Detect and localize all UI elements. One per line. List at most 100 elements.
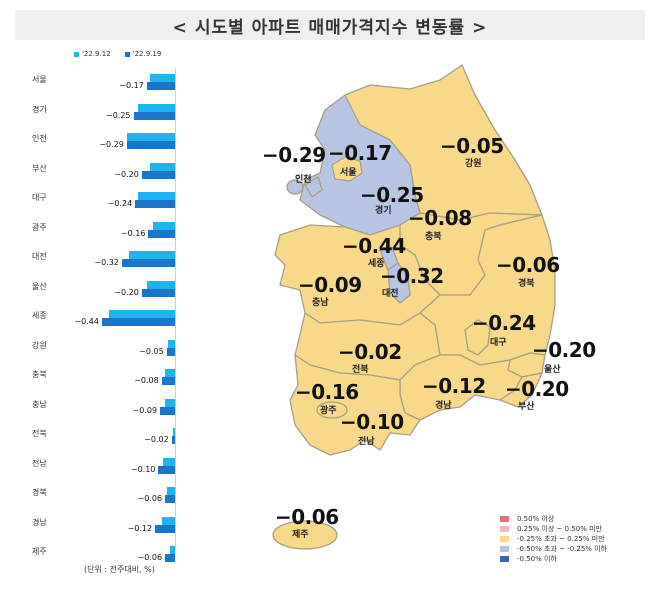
bar-prev-week bbox=[166, 487, 175, 495]
bar-row: 대전 −0.32 bbox=[0, 247, 190, 275]
bar-row: 충북 −0.08 bbox=[0, 365, 190, 393]
bar-prev-week bbox=[150, 162, 175, 171]
bar-prev-week bbox=[173, 428, 175, 436]
bar-value-label: −0.09 bbox=[132, 405, 158, 415]
map-value-jeonnam: −0.10 bbox=[340, 410, 404, 434]
region-daejeon bbox=[387, 262, 411, 304]
bar-row: 경남 −0.12 bbox=[0, 513, 190, 541]
legend-item-curr: '22.9.19 bbox=[124, 50, 161, 58]
map-name-jeju: 제주 bbox=[292, 530, 309, 540]
bar-prev-week bbox=[153, 221, 175, 230]
legend-swatch-prev bbox=[74, 51, 79, 57]
bar-region-label: 전남 bbox=[32, 458, 47, 468]
map-name-gwangju: 광주 bbox=[320, 406, 337, 416]
bar-region-label: 인천 bbox=[32, 134, 47, 143]
bar-value-label: −0.29 bbox=[99, 140, 124, 149]
map-value-chungnam: −0.09 bbox=[298, 273, 362, 297]
map-value-incheon: −0.29 bbox=[262, 143, 326, 167]
bar-prev-week bbox=[150, 74, 175, 82]
bar-row: 울산 −0.20 bbox=[0, 277, 190, 305]
bar-region-label: 대구 bbox=[32, 193, 47, 202]
bar-row: 세종 −0.44 bbox=[0, 306, 190, 334]
map-legend-swatch bbox=[500, 536, 509, 542]
map-name-ulsan: 울산 bbox=[544, 365, 561, 375]
bar-curr-week bbox=[166, 347, 175, 356]
map-value-seoul: −0.17 bbox=[328, 141, 392, 165]
map-name-busan: 부산 bbox=[518, 402, 535, 412]
map-legend-item: -0.50% 초과 ~ -0.25% 이하 bbox=[500, 544, 607, 554]
map-legend-item: 0.25% 이상 ~ 0.50% 미만 bbox=[500, 524, 607, 534]
map-value-ulsan: −0.20 bbox=[532, 338, 596, 362]
map-legend: 0.50% 이상 0.25% 이상 ~ 0.50% 미만 -0.25% 초과 ~ 0… bbox=[500, 514, 607, 564]
bar-value-label: −0.20 bbox=[114, 169, 139, 179]
map-name-jeonnam: 전남 bbox=[358, 437, 375, 447]
map-value-gyeonggi: −0.25 bbox=[360, 183, 424, 207]
region-incheon-island bbox=[286, 179, 304, 195]
bar-row: 부산 −0.20 bbox=[0, 159, 190, 187]
bar-row: 광주 −0.16 bbox=[0, 218, 190, 246]
legend-label-prev: '22.9.12 bbox=[82, 50, 111, 58]
zero-axis bbox=[175, 68, 176, 550]
map-name-gyeongnam: 경남 bbox=[435, 401, 452, 411]
bar-region-label: 서울 bbox=[32, 75, 47, 84]
bar-curr-week bbox=[165, 495, 175, 503]
bar-row: 전남 −0.10 bbox=[0, 454, 190, 482]
bar-curr-week bbox=[101, 318, 175, 326]
bar-region-label: 세종 bbox=[32, 311, 47, 320]
bar-row: 경기 −0.25 bbox=[0, 100, 190, 128]
bar-legend: '22.9.12 '22.9.19 bbox=[74, 50, 161, 58]
bar-chart: 서울 −0.17 경기 −0.25 인천 −0.29 부산 −0.20 대구 −0.24 광주 −0.… bbox=[0, 62, 190, 562]
bar-curr-week bbox=[133, 111, 175, 120]
bar-region-label: 강원 bbox=[32, 340, 47, 350]
bar-value-label: −0.32 bbox=[94, 258, 119, 267]
map-value-sejong: −0.44 bbox=[342, 234, 406, 258]
bar-prev-week bbox=[168, 339, 175, 348]
bar-curr-week bbox=[165, 554, 175, 562]
bar-region-label: 울산 bbox=[32, 281, 47, 291]
bar-row: 충남 −0.09 bbox=[0, 395, 190, 423]
bar-curr-week bbox=[141, 170, 175, 179]
region-seoul bbox=[331, 156, 363, 182]
map-value-jeonbuk: −0.02 bbox=[338, 340, 402, 364]
bar-prev-week bbox=[108, 310, 175, 318]
bar-region-label: 부산 bbox=[32, 163, 47, 173]
map-legend-item: -0.25% 초과 ~ 0.25% 미만 bbox=[500, 534, 607, 544]
bar-curr-week bbox=[121, 259, 175, 267]
map-legend-label: -0.50% 초과 ~ -0.25% 이하 bbox=[517, 545, 608, 553]
map-name-daegu: 대구 bbox=[490, 338, 507, 348]
map-name-gyeonggi: 경기 bbox=[375, 206, 392, 216]
bar-value-label: −0.17 bbox=[119, 81, 144, 90]
map-value-gyeongnam: −0.12 bbox=[422, 374, 486, 398]
map-name-sejong: 세종 bbox=[368, 259, 385, 269]
title-bar: < 시도별 아파트 매매가격지수 변동률 > bbox=[15, 10, 645, 40]
map-name-gyeongbuk: 경북 bbox=[518, 279, 535, 289]
map-legend-label: 0.25% 이상 ~ 0.50% 미만 bbox=[517, 525, 603, 533]
region-daegu bbox=[464, 319, 491, 356]
map-value-busan: −0.20 bbox=[505, 377, 569, 401]
map-name-chungbuk: 충북 bbox=[425, 232, 442, 242]
bar-value-label: −0.05 bbox=[139, 346, 164, 356]
bar-value-label: −0.10 bbox=[130, 464, 156, 474]
bar-curr-week bbox=[161, 377, 175, 385]
map-value-jeju: −0.06 bbox=[275, 505, 339, 529]
bar-curr-week bbox=[146, 82, 175, 90]
map-legend-item: -0.50% 이하 bbox=[500, 554, 607, 564]
bar-region-label: 경북 bbox=[32, 488, 47, 497]
bar-curr-week bbox=[135, 200, 175, 208]
map-legend-swatch bbox=[500, 516, 509, 522]
map-value-gangwon: −0.05 bbox=[440, 134, 504, 158]
bar-curr-week bbox=[155, 524, 175, 533]
region-jeju bbox=[272, 520, 338, 550]
bar-prev-week bbox=[128, 251, 175, 259]
bar-prev-week bbox=[161, 516, 175, 525]
bar-curr-week bbox=[160, 406, 175, 415]
bar-curr-week bbox=[126, 141, 175, 149]
bar-region-label: 충북 bbox=[32, 370, 47, 379]
bar-prev-week bbox=[138, 192, 175, 200]
map-legend-label: -0.25% 초과 ~ 0.25% 미만 bbox=[517, 535, 605, 543]
bar-region-label: 광주 bbox=[32, 222, 47, 232]
map-value-gyeongbuk: −0.06 bbox=[496, 253, 560, 277]
bar-row: 인천 −0.29 bbox=[0, 129, 190, 157]
bar-row: 경북 −0.06 bbox=[0, 483, 190, 511]
map-value-daegu: −0.24 bbox=[472, 311, 536, 335]
